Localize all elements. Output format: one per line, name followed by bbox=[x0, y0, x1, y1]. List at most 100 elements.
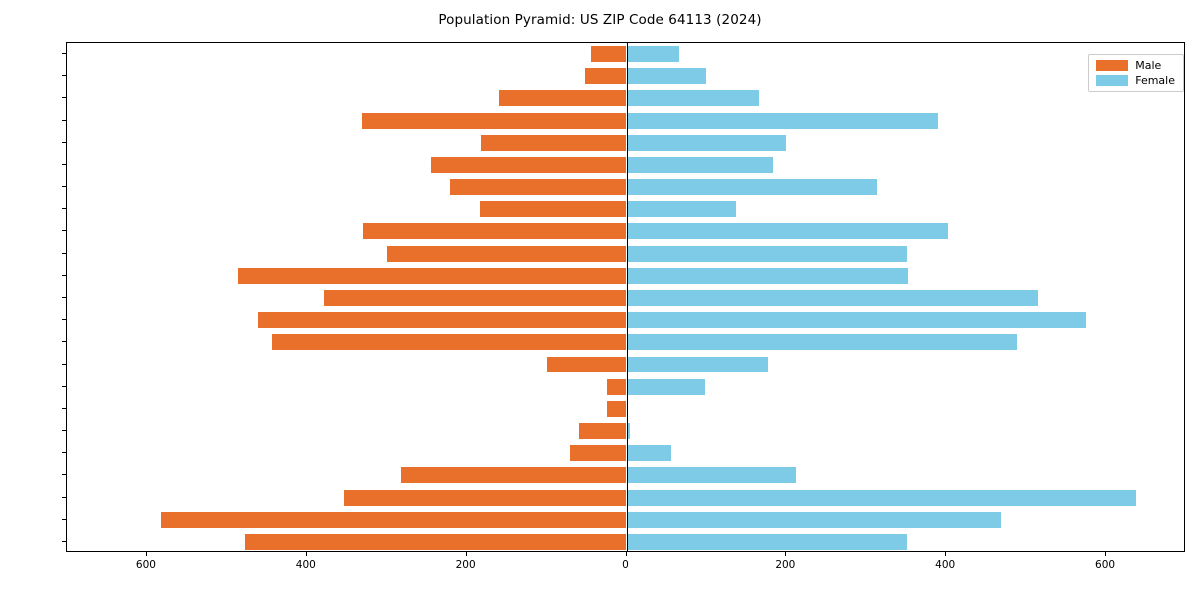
x-tick-mark bbox=[465, 552, 467, 556]
bar-female[interactable] bbox=[626, 90, 760, 107]
bar-female[interactable] bbox=[626, 112, 939, 129]
bar-male[interactable] bbox=[481, 134, 627, 151]
bar-row bbox=[67, 378, 1184, 395]
bar-row bbox=[67, 156, 1184, 173]
bar-row bbox=[67, 445, 1184, 462]
x-tick-label: 0 bbox=[622, 559, 629, 571]
y-tick-mark bbox=[62, 208, 66, 210]
bar-male[interactable] bbox=[591, 46, 627, 63]
legend-entry[interactable]: Male bbox=[1096, 60, 1175, 71]
bars-layer bbox=[67, 43, 1184, 551]
bar-male[interactable] bbox=[607, 400, 627, 417]
legend-label: Female bbox=[1135, 74, 1175, 87]
y-tick-mark bbox=[62, 53, 66, 55]
y-tick-mark bbox=[62, 163, 66, 165]
bar-female[interactable] bbox=[626, 489, 1136, 506]
bar-female[interactable] bbox=[626, 334, 1018, 351]
bar-male[interactable] bbox=[606, 378, 627, 395]
bar-female[interactable] bbox=[626, 223, 948, 240]
bar-row bbox=[67, 179, 1184, 196]
y-tick-mark bbox=[62, 75, 66, 77]
bar-female[interactable] bbox=[626, 423, 631, 439]
bar-female[interactable] bbox=[626, 290, 1039, 306]
bar-row bbox=[67, 290, 1184, 306]
bar-male[interactable] bbox=[569, 445, 627, 462]
bar-male[interactable] bbox=[480, 201, 627, 218]
x-tick-mark bbox=[945, 552, 947, 556]
y-tick-mark bbox=[62, 540, 66, 542]
bar-row bbox=[67, 245, 1184, 262]
bar-female[interactable] bbox=[626, 134, 786, 151]
bar-male[interactable] bbox=[344, 489, 627, 506]
bar-row bbox=[67, 201, 1184, 218]
chart-legend[interactable]: Male Female bbox=[1088, 54, 1184, 92]
bar-row bbox=[67, 489, 1184, 506]
y-tick-mark bbox=[62, 474, 66, 476]
bar-female[interactable] bbox=[626, 533, 908, 550]
x-tick-mark bbox=[625, 552, 627, 556]
bar-row bbox=[67, 533, 1184, 550]
legend-swatch bbox=[1096, 60, 1129, 71]
y-tick-mark bbox=[62, 407, 66, 409]
bar-female[interactable] bbox=[626, 68, 706, 85]
x-tick-mark bbox=[785, 552, 787, 556]
x-tick-label: 600 bbox=[135, 559, 156, 571]
bar-row bbox=[67, 356, 1184, 373]
bar-male[interactable] bbox=[431, 156, 627, 173]
bar-male[interactable] bbox=[245, 533, 627, 550]
bar-male[interactable] bbox=[161, 511, 627, 528]
bar-male[interactable] bbox=[584, 68, 627, 85]
bar-female[interactable] bbox=[626, 245, 908, 262]
bar-male[interactable] bbox=[401, 467, 627, 484]
bar-male[interactable] bbox=[578, 423, 627, 439]
bar-row bbox=[67, 511, 1184, 528]
bar-row bbox=[67, 334, 1184, 351]
bar-male[interactable] bbox=[361, 112, 627, 129]
x-tick-label: 200 bbox=[775, 559, 796, 571]
y-tick-mark bbox=[62, 97, 66, 99]
x-tick-label: 400 bbox=[295, 559, 316, 571]
legend-entry[interactable]: Female bbox=[1096, 75, 1175, 86]
bar-female[interactable] bbox=[626, 356, 768, 373]
bar-row bbox=[67, 112, 1184, 129]
bar-female[interactable] bbox=[626, 467, 796, 484]
bar-male[interactable] bbox=[499, 90, 627, 107]
x-tick-mark bbox=[1105, 552, 1107, 556]
bar-female[interactable] bbox=[626, 179, 878, 196]
x-tick-label: 600 bbox=[1095, 559, 1116, 571]
bar-female[interactable] bbox=[626, 445, 672, 462]
bar-row bbox=[67, 267, 1184, 284]
bar-row bbox=[67, 134, 1184, 151]
bar-male[interactable] bbox=[272, 334, 627, 351]
bar-male[interactable] bbox=[449, 179, 627, 196]
y-tick-mark bbox=[62, 341, 66, 343]
bar-female[interactable] bbox=[626, 46, 680, 63]
x-tick-label: 200 bbox=[455, 559, 476, 571]
legend-label: Male bbox=[1135, 59, 1162, 72]
bar-male[interactable] bbox=[386, 245, 627, 262]
zero-axis-line bbox=[626, 43, 628, 551]
bar-male[interactable] bbox=[238, 267, 627, 284]
bar-female[interactable] bbox=[626, 201, 736, 218]
bar-female[interactable] bbox=[626, 312, 1087, 329]
bar-male[interactable] bbox=[258, 312, 627, 329]
y-tick-mark bbox=[62, 297, 66, 298]
bar-female[interactable] bbox=[626, 378, 705, 395]
y-tick-mark bbox=[62, 430, 66, 432]
bar-male[interactable] bbox=[323, 290, 627, 306]
bar-female[interactable] bbox=[626, 267, 908, 284]
plot-area bbox=[66, 42, 1185, 552]
bar-row bbox=[67, 223, 1184, 240]
bar-row bbox=[67, 90, 1184, 107]
bar-female[interactable] bbox=[626, 156, 773, 173]
bar-female[interactable] bbox=[626, 511, 1001, 528]
bar-male[interactable] bbox=[362, 223, 627, 240]
y-tick-mark bbox=[62, 452, 66, 454]
y-tick-mark bbox=[62, 186, 66, 188]
x-tick-mark bbox=[145, 552, 147, 556]
bar-row bbox=[67, 400, 1184, 417]
y-tick-mark bbox=[62, 319, 66, 321]
bar-male[interactable] bbox=[547, 356, 627, 373]
y-tick-mark bbox=[62, 518, 66, 520]
